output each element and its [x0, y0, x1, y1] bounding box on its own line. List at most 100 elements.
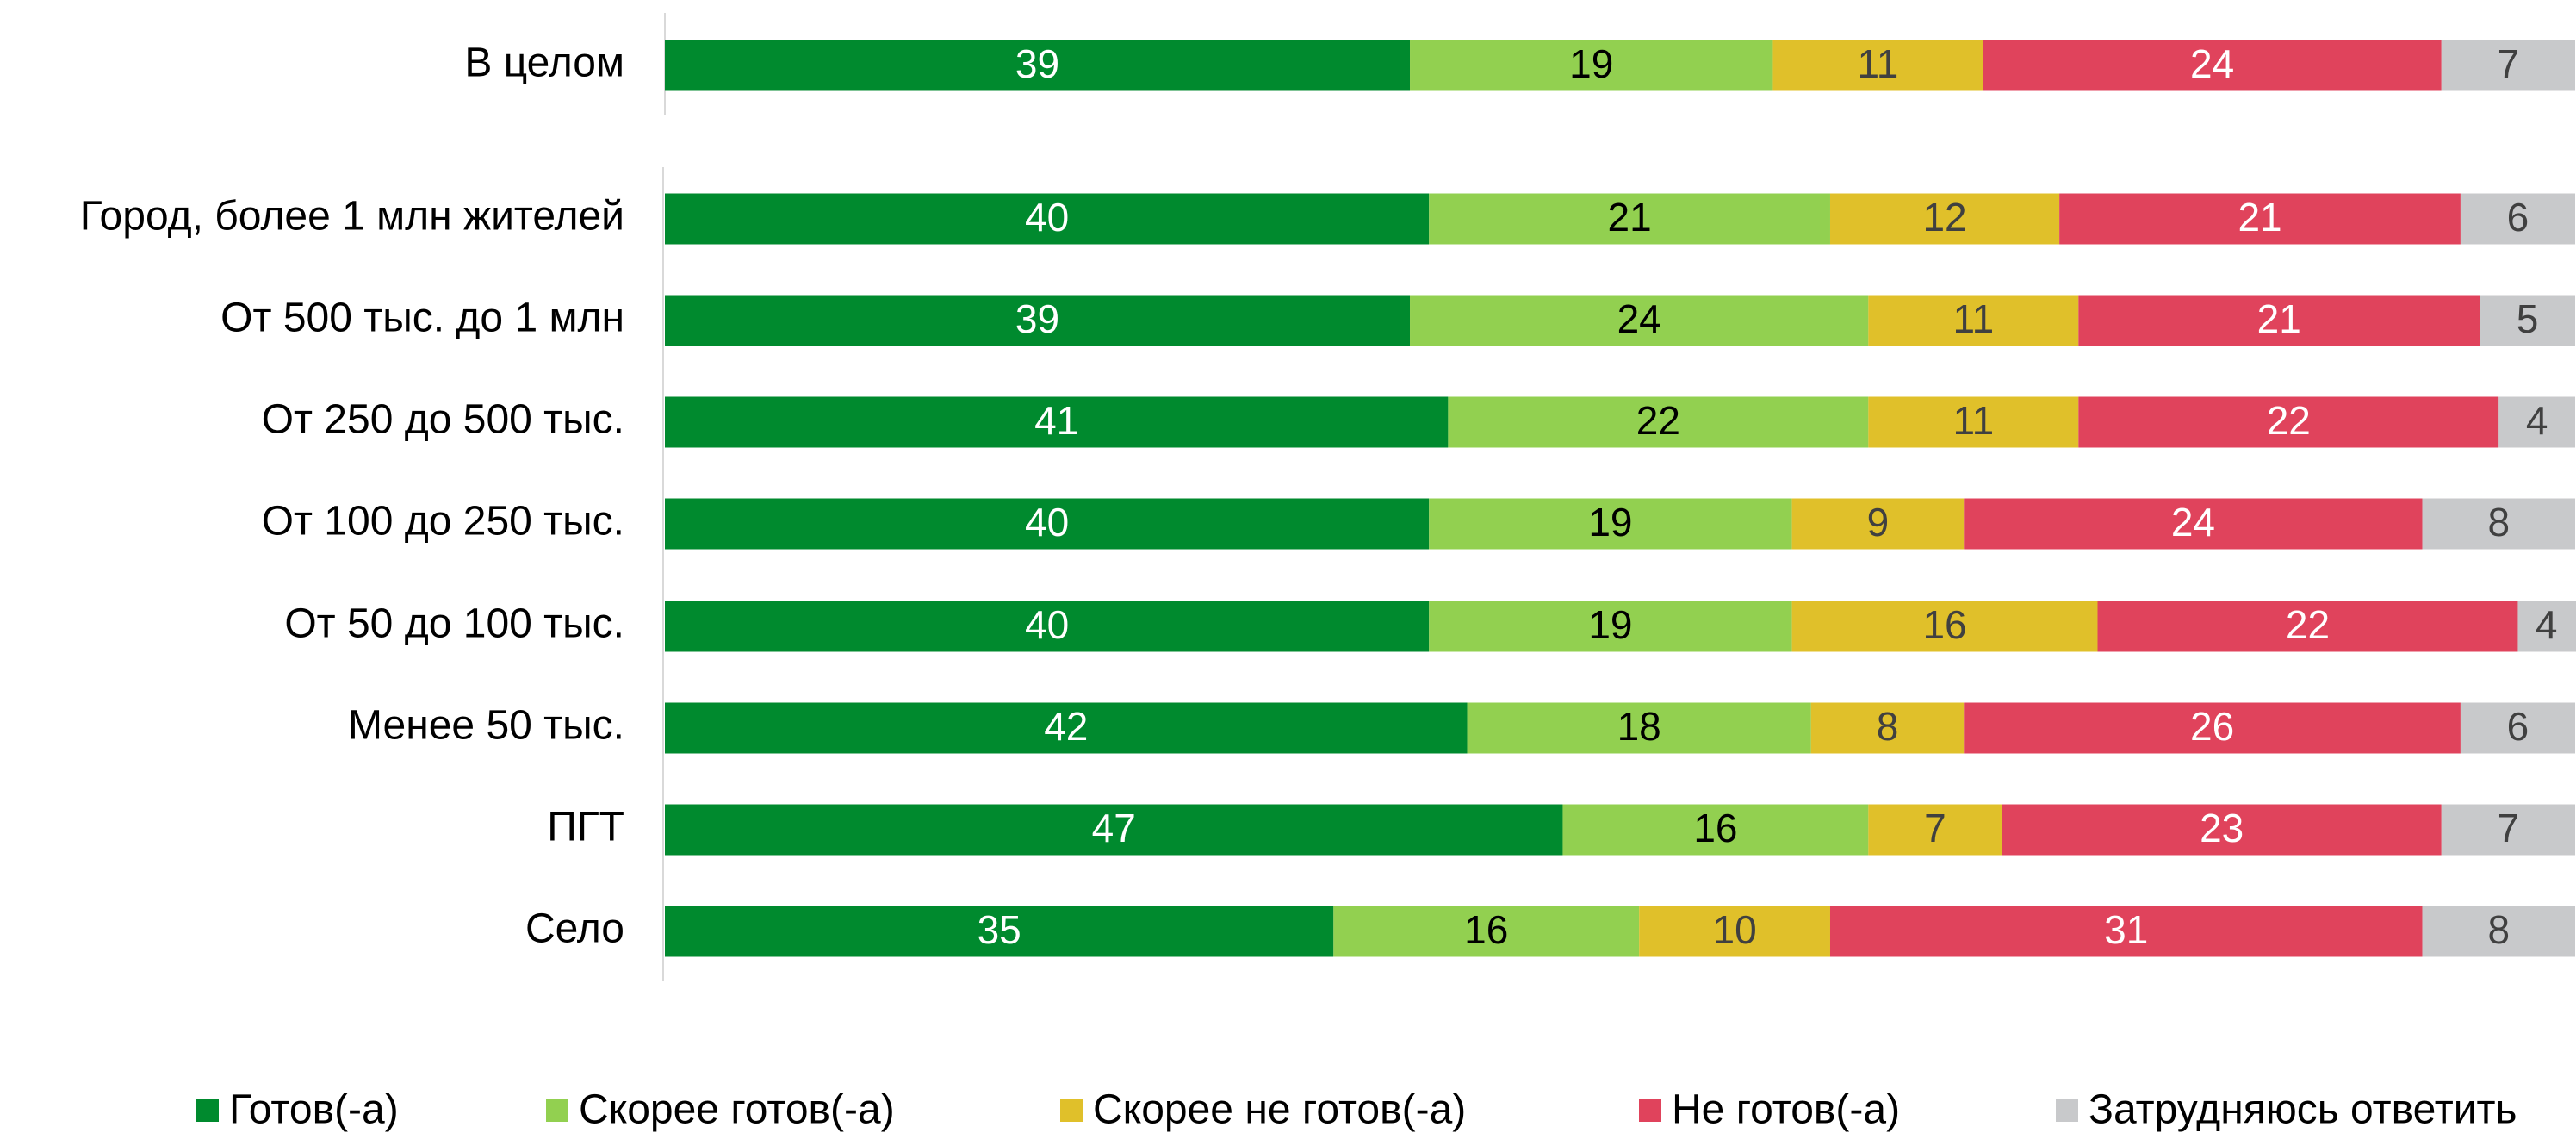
category-label: В целом: [464, 40, 624, 86]
value-label: 19: [1588, 602, 1632, 647]
bar-segment: [665, 193, 1430, 245]
value-label: 7: [2498, 41, 2520, 86]
bar-segment: [2460, 702, 2575, 754]
value-label: 23: [2200, 806, 2244, 850]
value-label: 16: [1922, 602, 1966, 647]
bar-segment: [1429, 193, 1830, 245]
value-label: 22: [2267, 398, 2311, 443]
value-label: 11: [1858, 41, 1899, 86]
value-label: 8: [1877, 704, 1899, 749]
bar-segment: [1429, 601, 1792, 652]
bar-segment: [1868, 396, 2079, 448]
value-label: 35: [978, 907, 1021, 952]
bar-segment: [1448, 396, 1869, 448]
bar-segment: [1868, 295, 2079, 346]
legend-label: Скорее не готов(-а): [1093, 1087, 1466, 1133]
bar-segment: [1410, 40, 1773, 91]
category-label: Село: [525, 906, 624, 952]
bar-segment: [1772, 40, 1983, 91]
bar-segment: [1964, 498, 2423, 550]
bar-segment: [1829, 193, 2060, 245]
bar-segment: [665, 40, 1411, 91]
value-label: 24: [2190, 41, 2234, 86]
value-label: 16: [1693, 806, 1737, 850]
value-label: 40: [1025, 195, 1069, 240]
value-label: 4: [2526, 398, 2548, 443]
value-label: 7: [1924, 806, 1946, 850]
value-label: 19: [1588, 500, 1632, 545]
bar-segment: [1829, 906, 2423, 957]
bar-segment: [1868, 804, 2002, 856]
bar-segment: [665, 295, 1411, 346]
legend-marker: [1639, 1099, 1661, 1122]
legend-marker: [1060, 1099, 1083, 1122]
bar-segment: [2059, 193, 2461, 245]
value-label: 42: [1044, 704, 1088, 749]
bar-segment: [665, 702, 1468, 754]
value-label: 24: [2171, 500, 2215, 545]
bar-segment: [1810, 702, 1965, 754]
bar-segment: [665, 601, 1430, 652]
bar-segment: [2078, 396, 2499, 448]
value-label: 31: [2104, 907, 2148, 952]
value-label: 11: [1952, 398, 1994, 443]
value-label: 5: [2517, 296, 2539, 341]
value-label: 8: [2487, 907, 2510, 952]
bar-segment: [2078, 295, 2480, 346]
bar-segment: [1964, 702, 2461, 754]
legend-label: Скорее готов(-а): [579, 1087, 895, 1133]
bar-segment: [1333, 906, 1640, 957]
bar-segment: [2002, 804, 2442, 856]
value-label: 26: [2190, 704, 2234, 749]
legend-marker: [546, 1099, 568, 1122]
value-label: 18: [1617, 704, 1661, 749]
bar-segment: [1791, 498, 1965, 550]
bar-segment: [2422, 498, 2575, 550]
bar-segment: [2422, 906, 2575, 957]
bar-segment: [1429, 498, 1792, 550]
value-label: 40: [1025, 602, 1069, 647]
category-label: От 250 до 500 тыс.: [262, 397, 624, 443]
value-label: 21: [1608, 195, 1652, 240]
legend-marker: [196, 1099, 219, 1122]
bar-segment: [1410, 295, 1869, 346]
value-label: 9: [1867, 500, 1890, 545]
value-label: 22: [2286, 602, 2330, 647]
value-label: 6: [2507, 704, 2529, 749]
value-label: 19: [1569, 41, 1613, 86]
category-label: От 100 до 250 тыс.: [262, 499, 624, 545]
value-label: 40: [1025, 500, 1069, 545]
bar-segment: [1467, 702, 1811, 754]
bar-segment: [1639, 906, 1830, 957]
value-label: 41: [1034, 398, 1078, 443]
value-label: 10: [1712, 907, 1756, 952]
value-label: 39: [1015, 296, 1059, 341]
value-label: 24: [1617, 296, 1661, 341]
category-label: Менее 50 тыс.: [348, 703, 624, 749]
bar-segment: [2441, 40, 2575, 91]
value-label: 22: [1636, 398, 1680, 443]
bar-segment: [2480, 295, 2575, 346]
legend-label: Затрудняюсь ответить: [2089, 1087, 2517, 1133]
bar-segment: [2097, 601, 2518, 652]
legend-label: Готов(-а): [229, 1087, 399, 1133]
bar-segment: [2460, 193, 2575, 245]
value-label: 8: [2487, 500, 2510, 545]
value-label: 21: [2257, 296, 2301, 341]
value-label: 39: [1015, 41, 1059, 86]
bar-segment: [1983, 40, 2442, 91]
bar-segment: [665, 804, 1563, 856]
value-label: 16: [1464, 907, 1508, 952]
category-label: От 500 тыс. до 1 млн: [220, 296, 624, 341]
value-label: 12: [1922, 195, 1966, 240]
value-label: 11: [1952, 296, 1994, 341]
bar-segment: [2498, 396, 2575, 448]
category-label: От 50 до 100 тыс.: [284, 601, 624, 647]
category-label: Город, более 1 млн жителей: [80, 194, 624, 240]
bar-segment: [1791, 601, 2098, 652]
bar-segment: [2517, 601, 2576, 652]
bar-segment: [665, 498, 1430, 550]
value-label: 4: [2536, 602, 2558, 647]
legend-marker: [2056, 1099, 2078, 1122]
